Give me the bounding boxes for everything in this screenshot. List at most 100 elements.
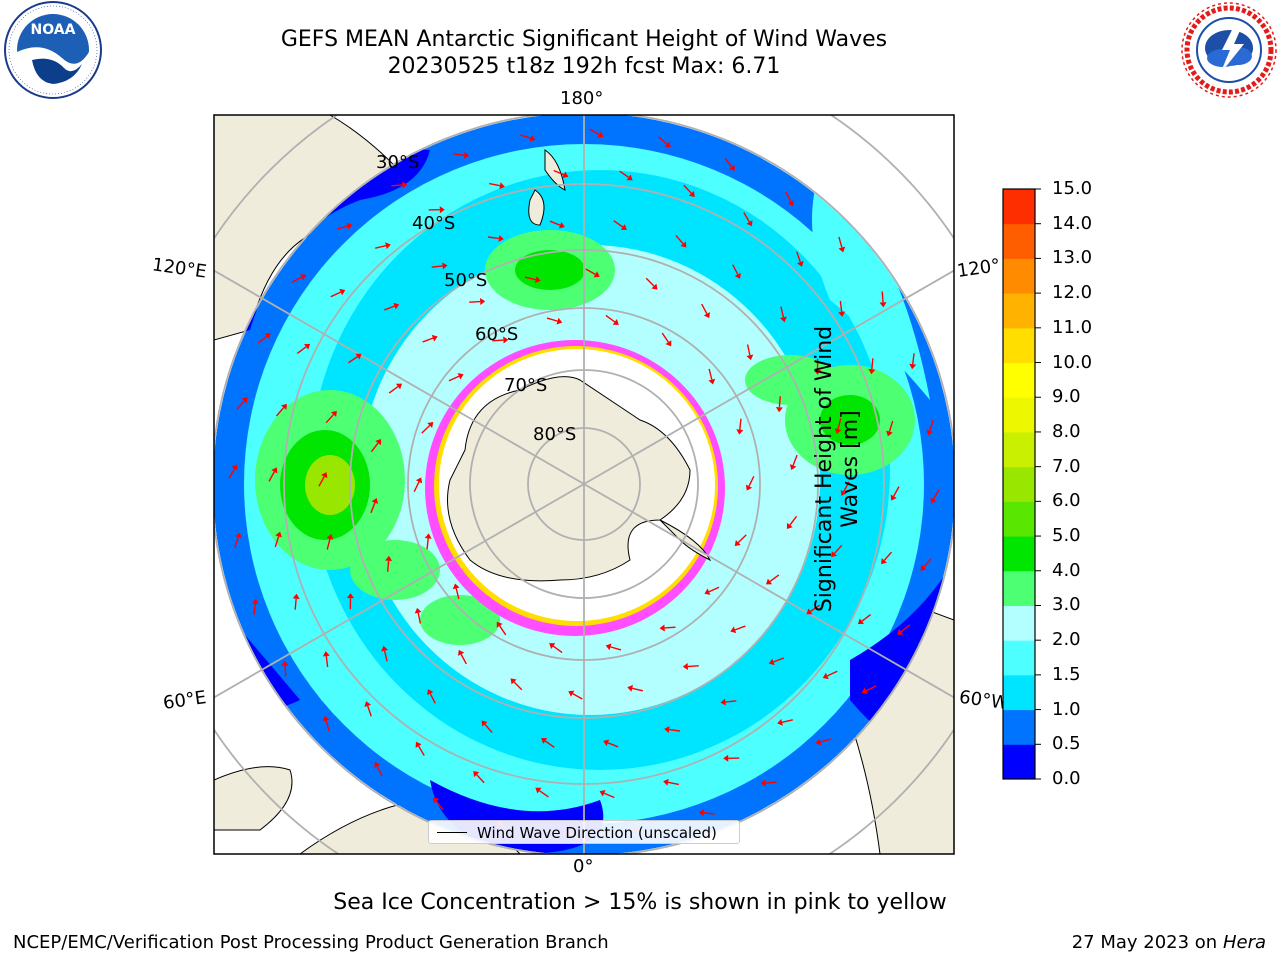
wind-arrow	[487, 236, 499, 240]
wind-arrow-head	[330, 410, 337, 417]
wind-arrow	[370, 442, 379, 453]
colorbar-block	[1003, 501, 1035, 537]
wind-arrow	[489, 182, 501, 187]
wind-arrow-head	[605, 643, 612, 651]
wind-arrow-head	[814, 369, 822, 375]
wind-arrow	[708, 368, 713, 380]
wind-arrow	[810, 604, 821, 612]
wind-arrow	[861, 613, 872, 622]
colorbar-title-line1: Significant Height of Wind	[812, 325, 837, 613]
wind-arrow	[607, 742, 619, 748]
wind-arrow	[827, 670, 838, 677]
wind-arrow-head	[730, 626, 737, 634]
wind-arrow	[228, 468, 236, 479]
wind-arrow-head	[723, 754, 729, 762]
wind-arrow	[589, 128, 600, 136]
colorbar-tick-label: 8.0	[1052, 420, 1081, 442]
wind-arrow	[739, 418, 742, 430]
wind-arrow	[326, 538, 331, 550]
wind-arrow-head	[728, 164, 735, 171]
wind-arrow-head	[703, 312, 710, 319]
wind-arrow-head	[439, 206, 445, 214]
wind-arrow-head	[457, 373, 464, 380]
wind-arrow-head	[264, 333, 271, 340]
wind-arrow-head	[375, 438, 382, 446]
wind-arrow-head	[556, 317, 563, 325]
wind-arrow	[929, 420, 934, 431]
wind-arrow	[546, 317, 558, 322]
wind-arrow	[417, 745, 425, 756]
wind-arrow	[294, 598, 297, 610]
wind-arrow-head	[442, 262, 448, 270]
colorbar-tick-label: 5.0	[1052, 525, 1081, 547]
colorbar-tick-label: 15.0	[1052, 178, 1093, 199]
wind-arrow-head	[402, 181, 408, 189]
wind-arrow-head	[424, 533, 432, 539]
wind-arrow-head	[920, 564, 927, 571]
wind-arrow	[789, 515, 798, 526]
wind-arrow	[820, 738, 832, 743]
wind-arrow-head	[371, 497, 379, 504]
wind-arrow	[325, 720, 330, 732]
wind-arrow-head	[777, 718, 783, 726]
wind-arrow-head	[458, 649, 465, 656]
wind-arrow	[448, 375, 460, 382]
lon-label-180: 180°	[560, 88, 604, 109]
wind-arrow-head	[452, 583, 460, 590]
wind-arrow	[257, 335, 268, 344]
wind-arrow	[460, 653, 467, 665]
colorbar-tick-label: 12.0	[1052, 282, 1093, 304]
noaa-logo: NOAA	[4, 1, 102, 99]
wind-arrow	[888, 420, 894, 432]
wind-arrow	[513, 681, 523, 691]
wind-arrow	[330, 291, 341, 298]
legend-label: Wind Wave Direction (unscaled)	[477, 824, 717, 842]
map-frame	[213, 114, 955, 855]
footer-machine: Hera	[1222, 932, 1266, 953]
wind-arrow-head	[815, 738, 822, 746]
wind-arrow-head	[374, 761, 381, 768]
wind-arrow	[912, 353, 915, 365]
colorbar-tick-label: 4.0	[1052, 559, 1081, 581]
map-legend: Wind Wave Direction (unscaled)	[428, 820, 740, 844]
wind-arrow	[785, 191, 792, 203]
wind-arrow	[325, 414, 335, 424]
wind-arrow	[667, 781, 679, 786]
lon-label-60e: 60°E	[161, 687, 208, 714]
sea-ice-caption: Sea Ice Concentration > 15% is shown in …	[333, 890, 947, 915]
wind-arrow-head	[275, 531, 282, 538]
wind-arrow	[539, 790, 549, 798]
wind-arrow-head	[734, 539, 741, 546]
colorbar-block	[1003, 570, 1035, 606]
wind-arrow-head	[364, 701, 372, 708]
wind-wave-arrows	[228, 128, 940, 840]
wind-arrow-head	[549, 643, 556, 649]
wind-arrow-head	[292, 593, 300, 600]
wind-arrow-head	[612, 319, 619, 325]
wind-arrow-head	[734, 272, 741, 279]
wind-arrow	[520, 134, 531, 139]
wind-arrow-head	[698, 809, 705, 817]
wind-arrow	[387, 560, 390, 572]
lat-label-60s: 60°S	[475, 324, 519, 345]
wind-arrow	[484, 723, 493, 734]
wind-arrow	[843, 481, 850, 492]
colorbar-tick-label: 6.0	[1052, 490, 1081, 512]
wind-arrow-head	[346, 593, 354, 599]
wind-arrow-head	[890, 494, 897, 501]
wind-arrow-head	[535, 276, 541, 284]
wind-arrow	[734, 625, 746, 631]
wind-arrow-head	[881, 558, 887, 565]
wind-arrow-head	[688, 190, 695, 197]
colorbar-block	[1003, 640, 1035, 676]
wind-arrow-head	[562, 171, 569, 178]
wind-arrow-head	[498, 234, 504, 242]
wind-arrow-head	[281, 660, 289, 666]
wind-arrow-head	[568, 690, 575, 697]
colorbar-tick-label: 11.0	[1052, 316, 1093, 338]
wind-arrow-head	[897, 628, 904, 635]
wind-arrow-head	[834, 428, 842, 434]
wind-arrow	[275, 407, 285, 417]
wind-arrow-head	[857, 618, 864, 625]
wind-arrow-head	[789, 464, 797, 471]
